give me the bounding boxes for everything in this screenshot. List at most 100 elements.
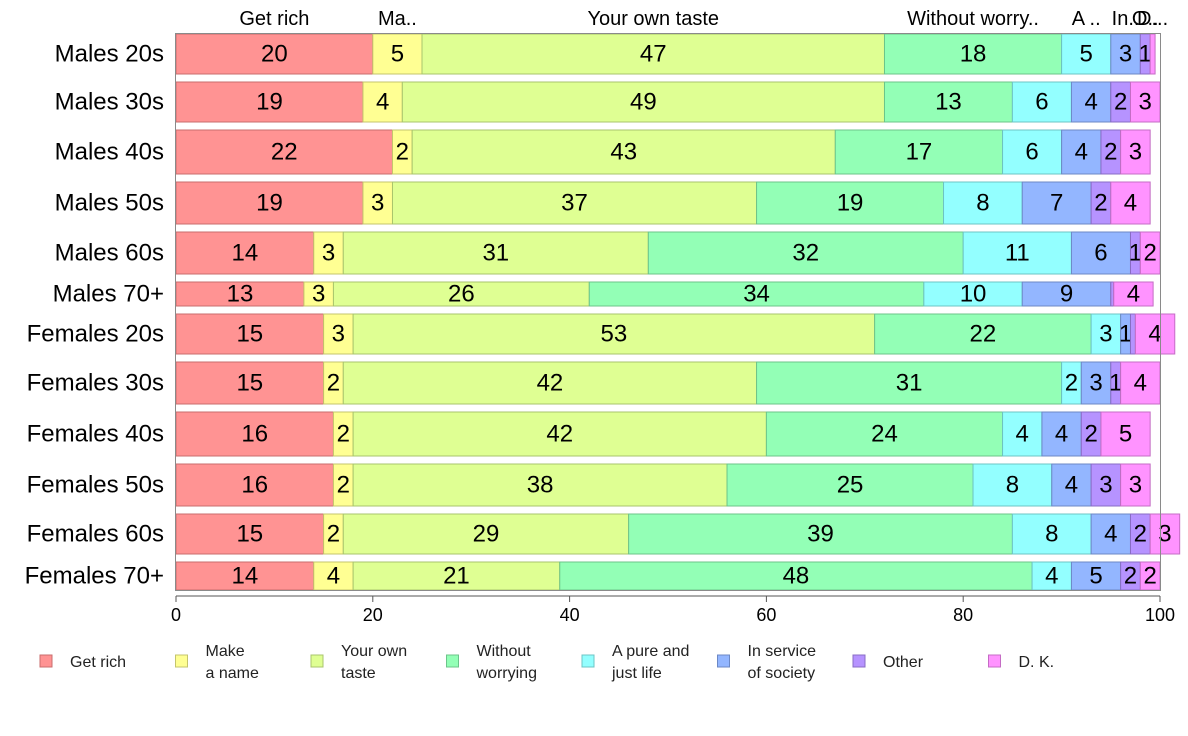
- bar-segment: [411, 129, 836, 175]
- data-label: 16: [241, 472, 268, 499]
- data-label: 34: [743, 281, 770, 308]
- bar-segment: [1149, 513, 1181, 555]
- data-label: 5: [391, 41, 404, 68]
- bar-segment: [313, 231, 344, 275]
- data-label: 15: [236, 521, 263, 548]
- bar-segment: [362, 181, 393, 225]
- top-segment-label: Ma..: [378, 8, 417, 30]
- data-label: 20: [261, 41, 288, 68]
- data-label: 25: [837, 472, 864, 499]
- bar-segment: [647, 231, 964, 275]
- legend-swatch: [581, 654, 595, 668]
- legend-label: just life: [611, 665, 662, 682]
- bar-segment: [332, 281, 590, 307]
- category-label: Females 70+: [25, 563, 164, 590]
- top-segment-label: Your own taste: [587, 8, 719, 30]
- data-label: 11: [1005, 240, 1030, 267]
- data-label: 8: [1045, 521, 1058, 548]
- bar-segment: [628, 513, 1013, 555]
- data-label: 9: [1060, 281, 1073, 308]
- data-label: 39: [807, 521, 834, 548]
- data-label: 13: [227, 281, 254, 308]
- category-label: Males 70+: [53, 281, 164, 308]
- bar-segment: [1061, 33, 1112, 75]
- legend-swatch: [446, 654, 459, 668]
- bar-segment: [923, 281, 1023, 307]
- data-label: 4: [376, 89, 389, 116]
- data-label: 2: [1134, 521, 1147, 548]
- bar-segment: [1061, 129, 1102, 175]
- data-label: 5: [1119, 421, 1132, 448]
- top-segment-label: Without worry..: [907, 8, 1039, 30]
- bar-segment: [175, 281, 305, 307]
- data-label: 3: [1158, 521, 1171, 548]
- data-label: 7: [1050, 190, 1063, 217]
- bar-segment: [1011, 81, 1072, 123]
- data-label: 4: [1065, 472, 1078, 499]
- legend-swatch: [39, 654, 53, 668]
- bar-segment: [175, 181, 364, 225]
- data-label: 38: [527, 472, 554, 499]
- data-label: 2: [337, 472, 350, 499]
- data-label: 3: [1129, 139, 1142, 166]
- data-label: 6: [1035, 89, 1048, 116]
- data-label: 42: [546, 421, 573, 448]
- data-label: 53: [601, 321, 628, 348]
- data-label: 6: [1025, 139, 1038, 166]
- bar-segment: [559, 561, 1033, 591]
- legend-swatch: [852, 654, 866, 668]
- data-label: 37: [561, 190, 588, 217]
- category-label: Females 30s: [27, 370, 164, 397]
- data-label: 32: [792, 240, 819, 267]
- data-label: 2: [1094, 190, 1107, 217]
- data-label: 1: [1109, 370, 1122, 397]
- bar-segment: [342, 513, 630, 555]
- top-segment-label: D...: [1137, 8, 1168, 30]
- legend-swatch: [988, 654, 1001, 668]
- bar-segment: [362, 81, 403, 123]
- bar-segment: [874, 313, 1092, 355]
- data-label: 14: [232, 240, 259, 267]
- bar-segment: [1041, 411, 1082, 457]
- data-label: 4: [1104, 521, 1117, 548]
- data-label: 2: [1114, 89, 1127, 116]
- data-label: 22: [970, 321, 997, 348]
- data-label: 19: [256, 190, 283, 217]
- x-tick-label: 80: [953, 605, 973, 625]
- bar-segment: [323, 313, 354, 355]
- bar-segment: [1070, 561, 1122, 591]
- data-label: 4: [1016, 421, 1029, 448]
- data-label: 31: [482, 240, 509, 267]
- top-segment-label: Get rich: [239, 8, 309, 30]
- bar-segment: [352, 411, 767, 457]
- bar-segment: [1080, 361, 1112, 405]
- top-segment-label: A ..: [1072, 8, 1101, 30]
- bar-segment: [175, 129, 393, 175]
- data-label: 4: [1055, 421, 1068, 448]
- bar-segment: [1070, 231, 1131, 275]
- bar-segment: [1021, 181, 1092, 225]
- data-label: 49: [630, 89, 657, 116]
- plot-frame: [175, 33, 1161, 591]
- data-label: 4: [1148, 321, 1161, 348]
- bar-segment: [342, 231, 649, 275]
- x-tick-label: 20: [363, 605, 383, 625]
- data-label: 19: [837, 190, 864, 217]
- bar-segment: [352, 313, 876, 355]
- bar-segment: [756, 361, 1063, 405]
- x-tick-label: 60: [756, 605, 776, 625]
- legend-swatch: [717, 654, 730, 668]
- data-label: 5: [1089, 563, 1102, 590]
- data-label: 2: [1104, 139, 1117, 166]
- data-label: 2: [327, 370, 340, 397]
- data-label: 3: [1099, 472, 1112, 499]
- bar-segment: [1129, 313, 1136, 355]
- legend-label: D. K.: [1019, 654, 1055, 671]
- legend-label: of society: [748, 665, 816, 682]
- legend-label: Your own: [341, 643, 407, 660]
- category-label: Females 50s: [27, 472, 164, 499]
- data-label: 4: [1134, 370, 1147, 397]
- bar-segment: [175, 463, 334, 507]
